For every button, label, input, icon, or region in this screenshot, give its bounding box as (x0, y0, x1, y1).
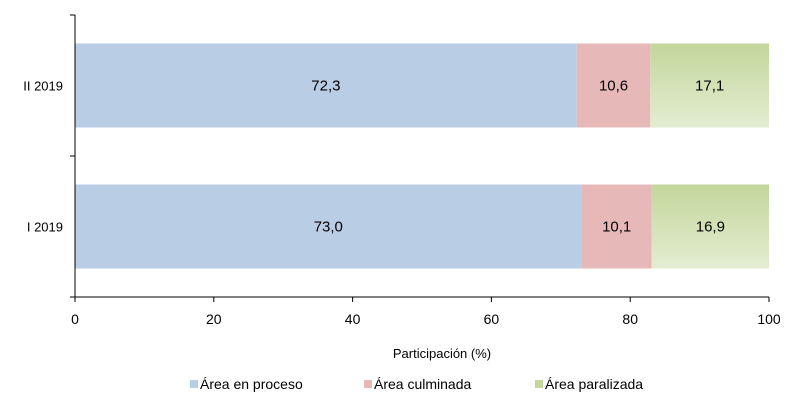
bar-segment (651, 184, 769, 269)
bars-layer: 72,3 10,6 17,1 73,0 10,1 16,9 (75, 43, 769, 269)
x-tick-label: 80 (622, 311, 638, 327)
legend-swatch (190, 380, 198, 388)
x-tick-label: 20 (206, 311, 222, 327)
bar-segment (581, 184, 652, 269)
bar-segment (650, 43, 769, 128)
legend-swatch (364, 380, 372, 388)
x-tick-label: 0 (71, 311, 79, 327)
bar-segment (75, 43, 577, 128)
bar-value-label: 10,1 (602, 219, 631, 236)
bar-value-label: 72,3 (311, 78, 340, 95)
x-tick-label: 60 (484, 311, 500, 327)
bar-value-label: 16,9 (696, 219, 725, 236)
axes-layer: II 2019 I 2019 0 20 40 60 80 100 (23, 14, 781, 327)
x-tick-label: 40 (345, 311, 361, 327)
legend: Área en proceso Área culminada Área parali… (190, 376, 643, 392)
category-label: I 2019 (27, 220, 63, 235)
legend-swatch (535, 380, 543, 388)
bar-value-label: 73,0 (314, 219, 343, 236)
legend-label: Área paralizada (545, 376, 643, 392)
x-axis-title: Participación (%) (393, 346, 491, 361)
bar-value-label: 10,6 (599, 78, 628, 95)
bar-segment (576, 43, 651, 128)
bar-segment (75, 184, 582, 269)
legend-label: Área culminada (374, 376, 471, 392)
legend-label: Área en proceso (200, 376, 303, 392)
category-label: II 2019 (23, 79, 63, 94)
bar-value-label: 17,1 (695, 78, 724, 95)
x-tick-label: 100 (757, 311, 781, 327)
